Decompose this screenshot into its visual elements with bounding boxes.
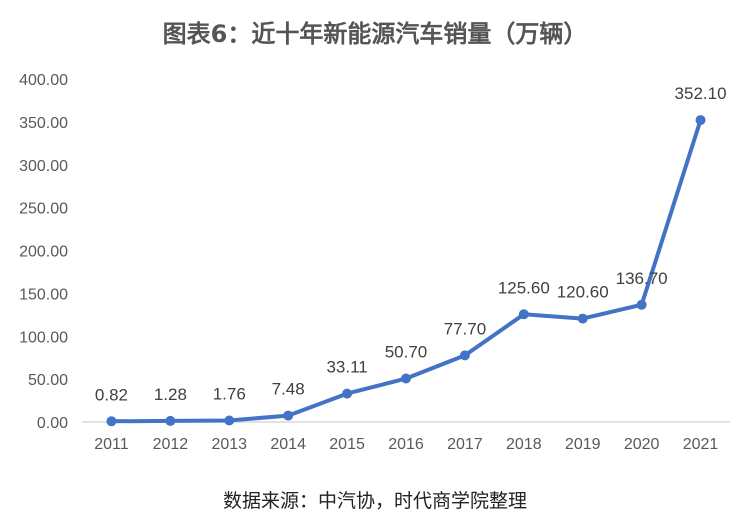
data-label: 120.60 [557,283,609,302]
y-tick-label: 400.00 [19,72,68,89]
x-tick-label: 2019 [565,436,601,453]
data-point [577,313,588,324]
x-tick-label: 2012 [153,436,189,453]
chart-title: 图表6：近十年新能源汽车销量（万辆） [162,20,588,48]
y-tick-label: 350.00 [19,115,68,132]
x-tick-label: 2021 [683,436,719,453]
data-point [695,115,706,126]
y-tick-label: 300.00 [19,158,68,175]
x-axis: 2011 2012 2013 2014 2015 2016 2017 2018 2019 2020… [82,421,730,453]
y-tick-label: 50.00 [28,372,68,389]
y-tick-label: 150.00 [19,286,68,303]
data-label: 77.70 [444,319,487,338]
data-point [165,415,176,426]
x-tick-label: 2018 [506,436,542,453]
x-tick-label: 2014 [270,436,306,453]
data-label: 50.70 [385,343,428,362]
data-label: 1.28 [154,385,187,404]
data-point [106,416,117,427]
x-tick-label: 2011 [94,436,129,453]
series-layer [106,115,706,427]
y-tick-label: 100.00 [19,329,68,346]
x-tick-label: 2015 [329,436,365,453]
data-point [459,350,470,361]
data-point [342,388,353,399]
y-axis: 0.00 50.00 100.00 150.00 200.00 250.00 300.00 3… [19,72,68,432]
data-label: 33.11 [326,358,367,377]
data-label: 0.82 [95,385,128,404]
x-tick-label: 2013 [211,436,247,453]
data-label: 125.60 [498,278,550,297]
x-tick-label: 2016 [388,436,424,453]
data-point [401,373,411,384]
x-tick-label: 2017 [447,436,483,453]
data-labels: 0.82 1.28 1.76 7.48 33.11 50.70 77.70 125.60 120… [95,84,727,404]
data-label: 352.10 [675,84,727,103]
data-label: 7.48 [272,380,305,399]
data-point [518,309,529,320]
data-point [283,410,294,421]
y-tick-label: 250.00 [19,201,68,218]
data-label: 1.76 [213,384,246,403]
y-tick-label: 200.00 [19,244,68,261]
x-tick-label: 2020 [624,436,660,453]
data-label: 136.70 [616,269,668,288]
chart-source: 数据来源：中汽协，时代商学院整理 [222,490,527,512]
y-tick-label: 0.00 [37,415,68,432]
data-point [224,415,235,426]
data-point [636,299,647,310]
